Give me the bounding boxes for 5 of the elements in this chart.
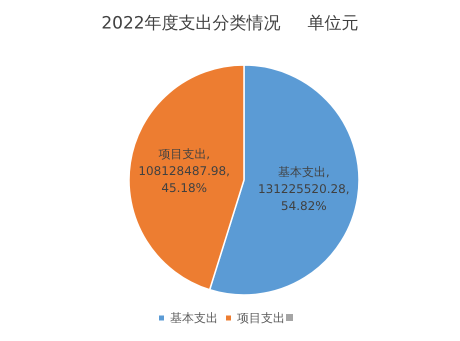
data-label: 项目支出, 108128487.98, 45.18% [138, 146, 230, 195]
legend-label: 基本支出 [170, 311, 218, 325]
legend-label: 项目支出 [237, 311, 285, 325]
data-label: 基本支出, 131225520.28, 54.82% [258, 165, 350, 214]
chart-title: 2022年度支出分类情况 单位元 [101, 14, 359, 34]
